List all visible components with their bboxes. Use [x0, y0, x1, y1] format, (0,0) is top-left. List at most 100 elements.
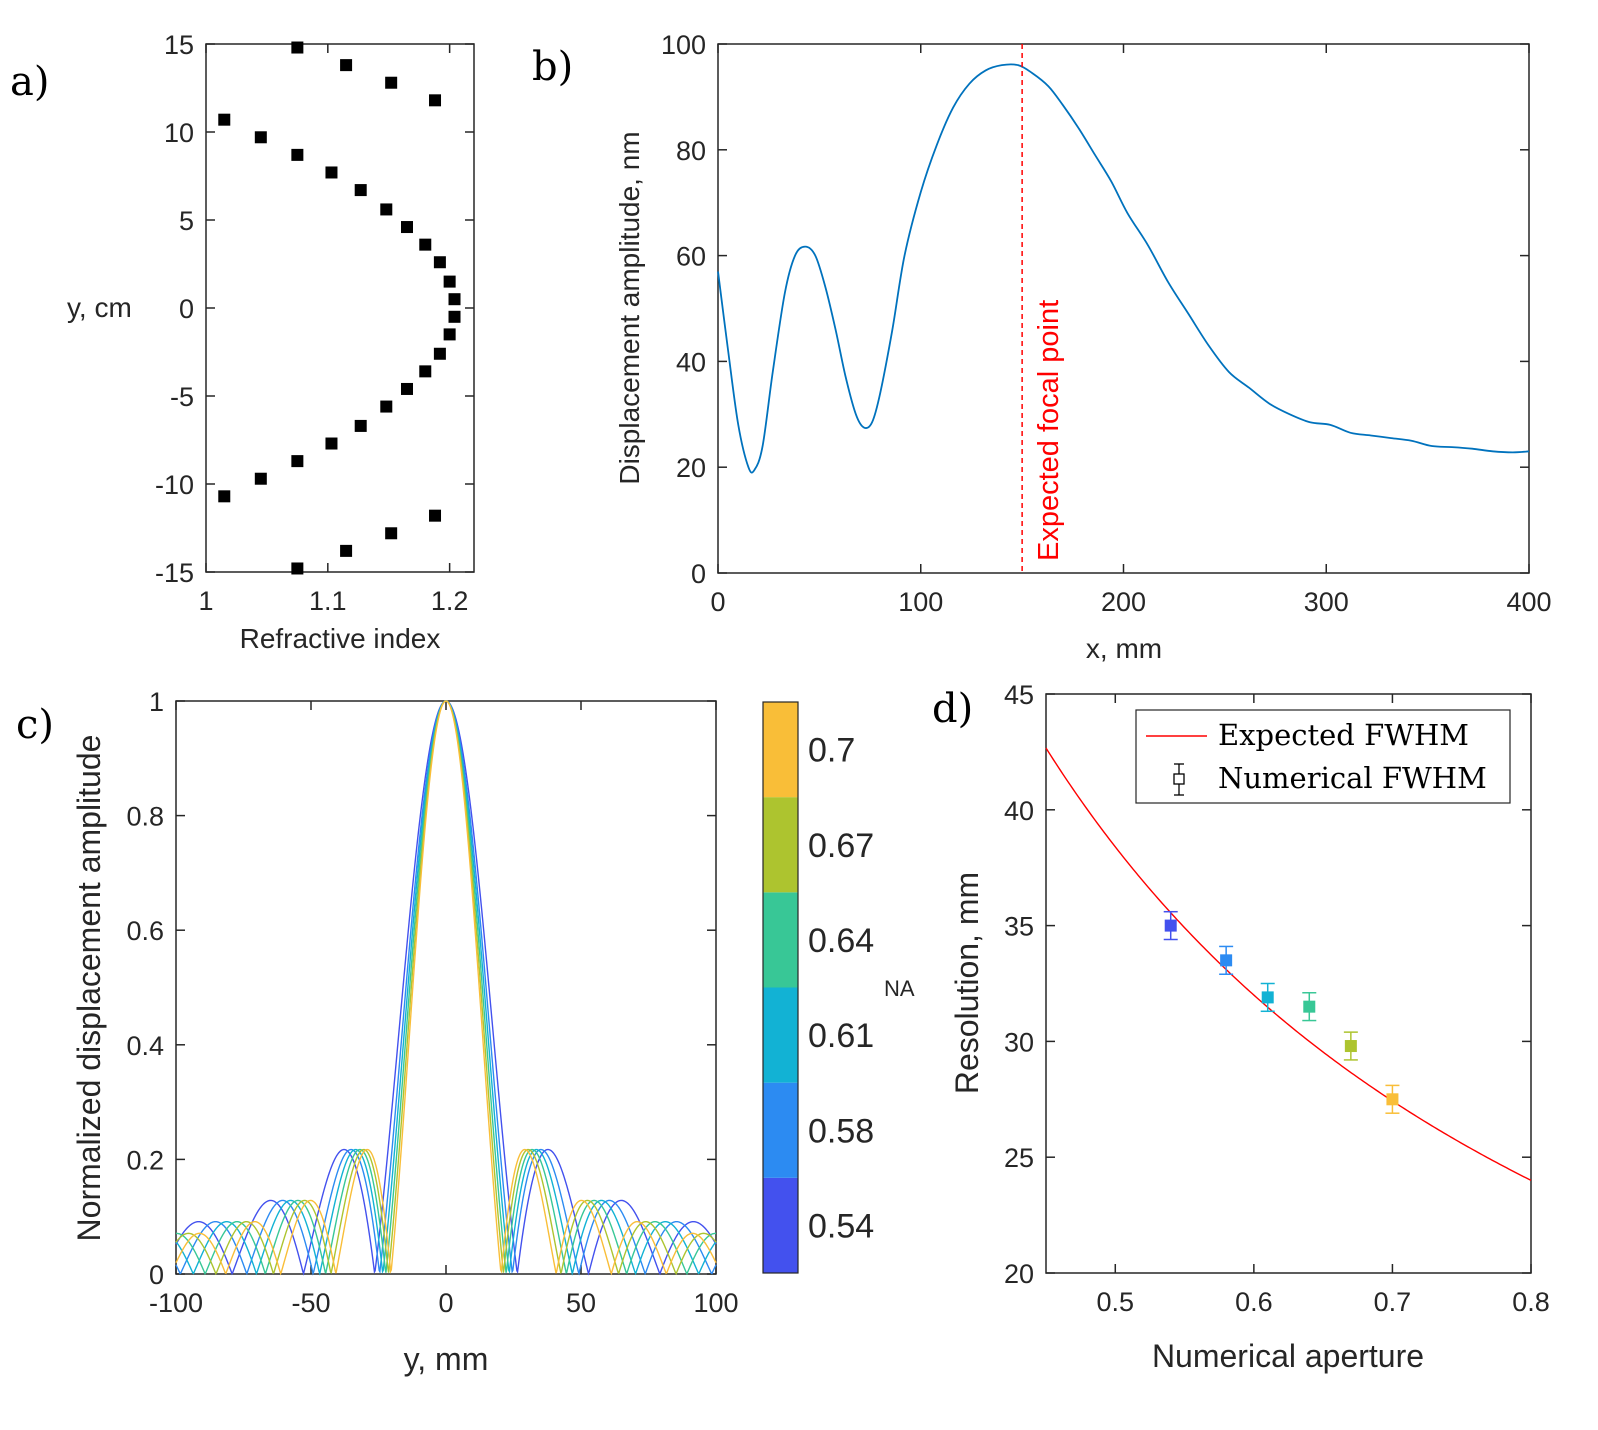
series-line: [175, 700, 717, 1276]
data-point: [354, 184, 367, 197]
y-tick-label: 5: [179, 206, 194, 236]
data-point: [1386, 1093, 1399, 1106]
y-tick-label: 10: [164, 118, 194, 148]
y-axis-label: Resolution, mm: [949, 872, 985, 1094]
y-tick-label: 60: [676, 242, 706, 272]
x-tick-label: 0: [438, 1288, 453, 1318]
y-tick-label: 30: [1004, 1027, 1034, 1057]
colorbar-tick-label: 0.64: [808, 922, 874, 960]
series-line: [175, 700, 717, 1276]
data-point: [254, 131, 267, 144]
data-point: [443, 275, 456, 288]
panel-label: b): [532, 44, 573, 90]
data-point: [443, 328, 456, 341]
axes-box: [717, 43, 1530, 574]
y-tick-label: 0: [179, 294, 194, 324]
series-line: [717, 63, 1530, 474]
data-point: [291, 562, 304, 575]
y-tick-label: 100: [661, 30, 706, 60]
data-point: [1261, 991, 1274, 1004]
x-axis-label: x, mm: [1086, 633, 1162, 664]
y-tick-label: -5: [170, 382, 194, 412]
y-tick-label: 15: [164, 30, 194, 60]
panel-label: a): [10, 59, 49, 105]
data-point: [419, 238, 432, 251]
data-point: [385, 527, 398, 540]
series-line: [175, 700, 717, 1276]
x-tick-label: 0.6: [1235, 1287, 1273, 1317]
y-tick-label: 40: [1004, 796, 1034, 826]
x-tick-label: 0.8: [1512, 1287, 1550, 1317]
y-tick-label: 40: [676, 347, 706, 377]
data-point: [1164, 919, 1177, 932]
colorbar-tick-label: 0.61: [808, 1017, 874, 1055]
data-point: [218, 490, 231, 503]
x-axis-label: y, mm: [404, 1341, 489, 1377]
panel-d: 0.5 0.6 0.7 0.8 20 25 30 35 40 45 Expected FWHM Num…: [932, 680, 1550, 1374]
x-tick-label: 0.7: [1374, 1287, 1412, 1317]
x-tick-label: -100: [149, 1288, 203, 1318]
y-tick-label: 45: [1004, 680, 1034, 710]
data-point: [218, 113, 231, 126]
y-tick-label: 0.8: [126, 802, 164, 832]
data-point: [401, 382, 413, 395]
panel-b: 0 100 200 300 400 0 20 40 60 80 100 Expected focal …: [532, 30, 1552, 664]
y-axis-label: Displacement amplitude, nm: [614, 131, 645, 484]
y-tick-label: 0.6: [126, 916, 164, 946]
panel-c: -100 -50 0 50 100 0 0.2 0.4 0.6 0.8 1 y, mm Normaliz…: [16, 687, 915, 1377]
data-point: [354, 419, 367, 432]
data-point: [325, 166, 338, 179]
data-point: [1344, 1040, 1357, 1053]
data-point: [380, 400, 393, 413]
data-point: [433, 347, 446, 360]
colorbar-tick-label: 0.7: [808, 732, 855, 770]
x-tick-label: 400: [1506, 587, 1551, 617]
x-tick-label: 100: [898, 587, 943, 617]
y-tick-label: 1: [149, 687, 164, 717]
y-tick-label: 25: [1004, 1143, 1034, 1173]
data-point: [429, 509, 442, 522]
y-tick-label: 0: [149, 1260, 164, 1290]
legend-numerical-swatch-marker: [1173, 773, 1185, 785]
data-point: [1303, 1000, 1316, 1013]
data-point: [340, 544, 353, 557]
data-point: [380, 203, 393, 216]
legend-entry: Expected FWHM: [1218, 718, 1469, 752]
y-tick-label: 0.2: [126, 1145, 164, 1175]
x-axis-label: Refractive index: [240, 623, 441, 654]
series-line: [175, 700, 717, 1276]
x-tick-label: 50: [566, 1288, 596, 1318]
y-tick-label: 35: [1004, 912, 1034, 942]
colorbar-tick-label: 0.58: [808, 1112, 874, 1150]
x-tick-label: 300: [1304, 587, 1349, 617]
x-tick-label: 1.2: [431, 586, 469, 616]
x-tick-label: 0.5: [1097, 1287, 1135, 1317]
y-axis-label: y, cm: [67, 292, 132, 323]
data-point: [385, 76, 398, 89]
data-point: [419, 365, 432, 378]
y-tick-label: 0: [691, 559, 706, 589]
data-point: [401, 221, 413, 234]
y-tick-label: 80: [676, 136, 706, 166]
colorbar-segment: [763, 702, 798, 798]
panel-label: d): [932, 686, 973, 732]
focal-point-annotation: Expected focal point: [1033, 300, 1065, 561]
x-tick-label: 0: [710, 587, 725, 617]
colorbar-segment: [763, 987, 798, 1083]
expected-fwhm-curve: [1045, 747, 1532, 1181]
x-axis-label: Numerical aperture: [1152, 1338, 1424, 1374]
x-tick-label: 200: [1101, 587, 1146, 617]
y-tick-label: 20: [1004, 1259, 1034, 1289]
axes-box: [175, 700, 717, 1275]
panel-a: 1 1.1 1.2 -15 -10 -5 0 5 10 15 Refractive index y, …: [10, 30, 475, 654]
data-point: [340, 59, 353, 72]
colorbar-segment: [763, 892, 798, 988]
data-point: [433, 256, 446, 269]
data-point: [291, 455, 304, 468]
data-point: [291, 148, 304, 161]
data-point: [448, 293, 461, 306]
colorbar-segment: [763, 1082, 798, 1178]
x-tick-label: 1: [198, 586, 213, 616]
x-tick-label: -50: [291, 1288, 330, 1318]
